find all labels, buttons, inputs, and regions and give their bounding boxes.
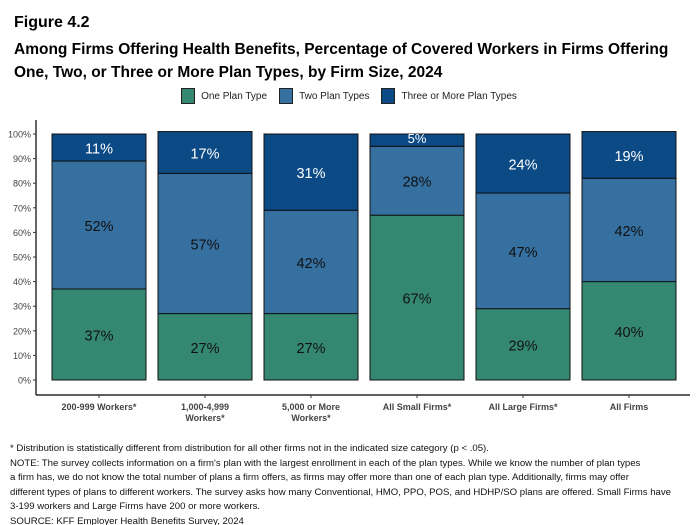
bar-segment bbox=[581, 177, 677, 283]
data-label: 67% bbox=[402, 292, 431, 308]
data-label: 27% bbox=[190, 341, 219, 357]
legend-swatch bbox=[279, 88, 294, 104]
y-tick-label: 30% bbox=[13, 302, 31, 312]
legend-item-three: Three or More Plan Types bbox=[381, 88, 517, 104]
chart-title: Among Firms Offering Health Benefits, Pe… bbox=[14, 41, 669, 81]
note-line: SOURCE: KFF Employer Health Benefits Sur… bbox=[10, 515, 244, 525]
data-label: 52% bbox=[84, 219, 113, 235]
data-label: 19% bbox=[614, 149, 643, 165]
x-tick-label: Workers* bbox=[185, 413, 225, 423]
bar-segment bbox=[263, 313, 359, 381]
y-tick-label: 20% bbox=[13, 326, 31, 336]
data-label: 40% bbox=[614, 325, 643, 341]
bar-segment bbox=[157, 172, 253, 315]
y-tick-label: 50% bbox=[13, 253, 31, 263]
data-label: 5% bbox=[408, 131, 427, 146]
bar-segment bbox=[157, 131, 253, 174]
x-tick-label: 5,000 or More bbox=[282, 402, 340, 412]
x-tick-label: Workers* bbox=[291, 413, 331, 423]
data-label: 42% bbox=[296, 256, 325, 272]
y-tick-label: 100% bbox=[8, 130, 31, 140]
note-line: NOTE: The survey collects information on… bbox=[10, 457, 641, 469]
legend-label: One Plan Type bbox=[201, 90, 268, 102]
data-label: 17% bbox=[190, 146, 219, 162]
y-tick-label: 40% bbox=[13, 277, 31, 287]
bar-segment bbox=[369, 133, 465, 147]
y-tick-label: 0% bbox=[18, 376, 31, 386]
data-label: 42% bbox=[614, 224, 643, 240]
notes: * Distribution is statistically differen… bbox=[10, 442, 695, 525]
bar-segment bbox=[51, 160, 147, 290]
bar-segment bbox=[51, 288, 147, 381]
x-tick-label: All Large Firms* bbox=[488, 402, 558, 412]
data-label: 27% bbox=[296, 341, 325, 357]
x-tick-label: 1,000-4,999 bbox=[181, 402, 229, 412]
bar-segment bbox=[369, 145, 465, 216]
legend-item-one: One Plan Type bbox=[181, 88, 267, 104]
y-tick-label: 10% bbox=[13, 351, 31, 361]
stacked-bar-chart: 0% 10% 20% 30% 40% 50% 60% 70% 80% 90% 100% 37% 52% 1… bbox=[8, 120, 690, 423]
data-label: 57% bbox=[190, 237, 219, 253]
x-tick-label: All Small Firms* bbox=[383, 402, 452, 412]
legend-label: Two Plan Types bbox=[299, 90, 370, 102]
bar-segment bbox=[263, 209, 359, 315]
data-label: 31% bbox=[296, 166, 325, 182]
note-line: * Distribution is statistically differen… bbox=[10, 443, 489, 454]
x-tick-label: 200-999 Workers* bbox=[62, 402, 137, 412]
data-label: 37% bbox=[84, 328, 113, 344]
y-tick-label: 70% bbox=[13, 203, 31, 213]
y-tick-label: 60% bbox=[13, 228, 31, 238]
legend-item-two: Two Plan Types bbox=[279, 88, 369, 104]
bar-segment bbox=[51, 133, 147, 162]
legend: One Plan Type Two Plan Types Three or Mo… bbox=[0, 88, 698, 104]
figure-label: Figure 4.2 bbox=[14, 14, 90, 31]
bar-segment bbox=[581, 281, 677, 381]
note-line: different types of plans to different wo… bbox=[10, 486, 672, 498]
bar-segment bbox=[581, 131, 677, 179]
data-label: 29% bbox=[508, 338, 537, 354]
legend-swatch bbox=[381, 88, 396, 104]
y-tick-label: 90% bbox=[13, 154, 31, 164]
bar-segment bbox=[369, 214, 465, 381]
note-line: a firm has, we do not know the total num… bbox=[10, 472, 629, 483]
x-tick-label: All Firms bbox=[610, 402, 649, 412]
bar-segment bbox=[475, 192, 571, 310]
y-tick-label: 80% bbox=[13, 179, 31, 189]
data-label: 24% bbox=[508, 158, 537, 174]
note-line: 3-199 workers and Large Firms have 200 o… bbox=[10, 501, 261, 512]
bar-segment bbox=[475, 308, 571, 381]
legend-swatch bbox=[181, 88, 196, 104]
data-label: 11% bbox=[85, 142, 113, 158]
legend-label: Three or More Plan Types bbox=[401, 90, 517, 102]
data-label: 47% bbox=[508, 245, 537, 261]
data-label: 28% bbox=[402, 175, 431, 191]
bar-segment bbox=[263, 133, 359, 211]
bar-segment bbox=[475, 133, 571, 194]
